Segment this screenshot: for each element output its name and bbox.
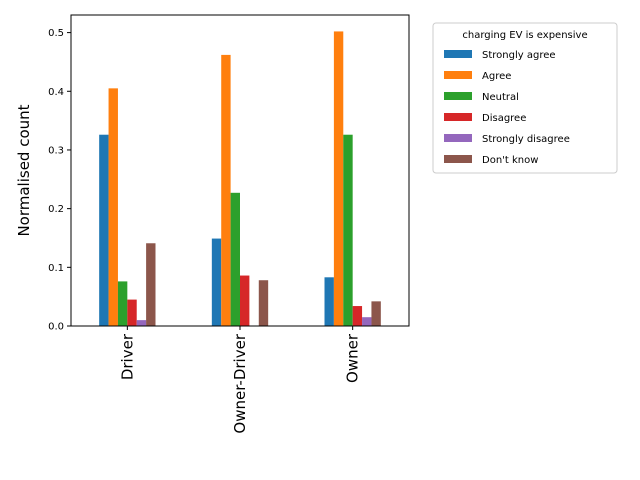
x-tick-label: Owner-Driver [231, 333, 249, 433]
bar-agree-driver [108, 88, 118, 326]
y-tick-label: 0.3 [48, 145, 64, 156]
y-tick-label: 0.4 [48, 87, 64, 98]
bar-disagree-owner [352, 306, 363, 326]
bar-disagree-driver [127, 299, 137, 326]
x-tick-label: Driver [118, 333, 136, 380]
legend-swatch [444, 71, 472, 79]
y-axis: 0.0 0.1 0.2 0.3 0.4 0.5 [48, 28, 71, 333]
bar-neutral-driver [117, 281, 128, 326]
legend-label: Neutral [482, 92, 519, 103]
y-tick-label: 0.1 [48, 263, 64, 274]
legend-swatch [444, 113, 472, 121]
legend-label: Agree [482, 71, 511, 82]
bar-don-t-know-owner [371, 301, 381, 326]
bar-strongly-agree-owner [324, 277, 334, 326]
bar-disagree-owner-driver [240, 275, 250, 326]
x-tick-label: Owner [344, 333, 362, 383]
legend-box [432, 22, 618, 174]
bar-agree-owner [333, 31, 344, 327]
legend-swatch [444, 92, 472, 100]
legend-label: Strongly agree [482, 50, 556, 61]
bar-strongly-agree-owner-driver [211, 238, 222, 326]
y-tick-label: 0.5 [48, 28, 64, 39]
x-axis: Driver Owner-Driver Owner [118, 326, 362, 434]
bar-agree-owner-driver [221, 54, 231, 327]
legend: charging EV is expensive Strongly agree A… [432, 22, 618, 174]
bars-group [99, 31, 381, 327]
bar-strongly-disagree-owner [362, 317, 372, 326]
bar-strongly-disagree-driver [136, 320, 147, 326]
legend-label: Disagree [482, 113, 526, 124]
legend-label: Strongly disagree [482, 134, 570, 145]
bar-strongly-agree-driver [99, 134, 109, 326]
bar-don-t-know-owner-driver [258, 280, 269, 326]
legend-swatch [444, 50, 472, 58]
y-tick-label: 0.0 [48, 322, 64, 333]
legend-title: charging EV is expensive [462, 30, 587, 41]
bar-neutral-owner-driver [230, 192, 240, 326]
y-tick-label: 0.2 [48, 204, 64, 215]
y-axis-label: Normalised count [15, 104, 33, 236]
legend-swatch [444, 134, 472, 142]
bar-neutral-owner [343, 134, 353, 326]
legend-swatch [444, 155, 472, 163]
legend-label: Don't know [482, 155, 538, 166]
bar-don-t-know-driver [146, 243, 156, 326]
